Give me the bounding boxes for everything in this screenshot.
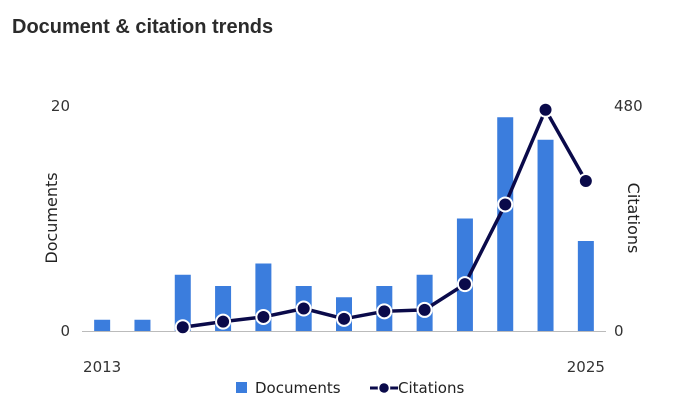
bar-documents-2013 — [94, 319, 111, 331]
bar-documents-2023 — [497, 117, 514, 331]
y2-axis-title: Citations — [624, 183, 643, 254]
y2-tick-label-right: 480 — [614, 97, 643, 115]
y-axis-title: Documents — [42, 172, 61, 263]
point-citations-2022 — [456, 276, 473, 293]
point-citations-2017 — [255, 308, 272, 325]
point-citations-2020 — [376, 303, 393, 320]
point-citations-2018 — [295, 300, 312, 317]
chart-title: Document & citation trends — [12, 16, 274, 38]
point-citations-2024 — [537, 101, 554, 118]
y2-tick-label-right: 0 — [614, 322, 624, 340]
bar-documents-2015 — [174, 274, 191, 331]
legend-swatch-documents — [236, 382, 247, 393]
bar-documents-2014 — [134, 319, 151, 331]
bar-documents-2025 — [577, 241, 594, 331]
point-citations-2021 — [416, 301, 433, 318]
point-citations-2015 — [174, 319, 191, 336]
legend-marker-citations — [377, 381, 391, 395]
bar-documents-2024 — [537, 139, 554, 331]
point-citations-2023 — [497, 196, 514, 213]
point-citations-2016 — [215, 313, 232, 330]
y-tick-label-left: 20 — [51, 97, 70, 115]
legend-label-documents: Documents — [255, 379, 341, 397]
x-tick-label: 2025 — [567, 358, 605, 376]
x-tick-label: 2013 — [83, 358, 121, 376]
point-citations-2019 — [336, 310, 352, 327]
bar-documents-2022 — [456, 218, 473, 331]
legend-label-citations: Citations — [398, 379, 464, 397]
point-citations-2025 — [577, 173, 594, 189]
y-tick-label-left: 0 — [60, 322, 70, 340]
